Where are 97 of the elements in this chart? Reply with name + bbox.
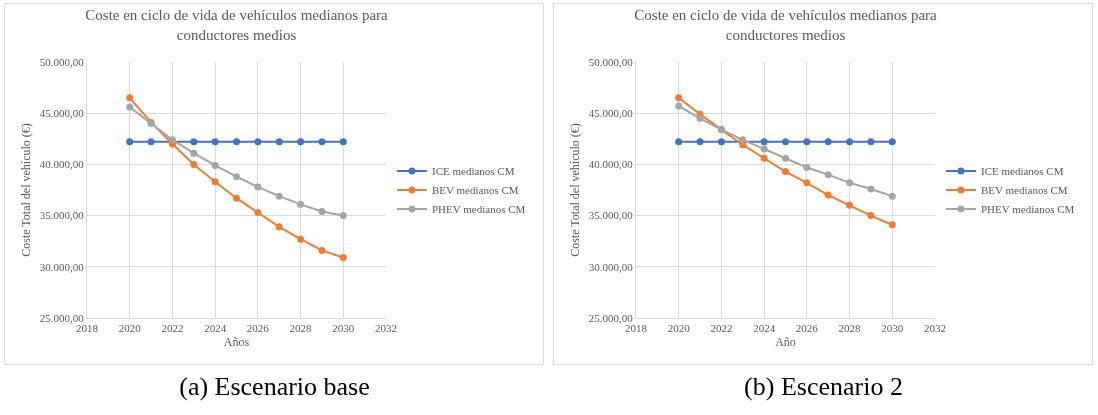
point — [275, 192, 283, 200]
point — [803, 179, 811, 187]
point — [696, 114, 704, 122]
point — [824, 171, 832, 179]
legend-label: PHEV medianos CM — [431, 203, 526, 216]
point — [297, 138, 305, 146]
point — [318, 246, 326, 254]
point — [888, 221, 896, 229]
point — [275, 138, 283, 146]
x-axis-title: Años — [223, 335, 250, 350]
legend-label: PHEV medianos CM — [980, 203, 1075, 216]
point — [318, 208, 326, 215]
point — [233, 173, 240, 181]
y-tick-label: 40.000,00 — [39, 158, 85, 171]
point — [233, 138, 240, 146]
x-tick-label: 2026 — [795, 322, 819, 335]
point — [190, 138, 198, 146]
point — [846, 201, 854, 209]
point — [190, 160, 198, 168]
x-tick-label: 2022 — [710, 322, 733, 335]
y-tick-label: 30.000,00 — [588, 260, 634, 273]
x-tick-label: 2030 — [881, 322, 904, 335]
y-tick-label: 25.000,00 — [39, 311, 85, 324]
y-tick-label: 50.000,00 — [588, 55, 634, 68]
point — [888, 138, 896, 146]
x-tick-label: 2018 — [76, 322, 99, 335]
y-tick-label: 45.000,00 — [39, 107, 85, 120]
point — [211, 178, 219, 186]
point — [782, 168, 789, 176]
point — [867, 138, 875, 146]
y-axis-title: Coste Total del vehículo (€) — [568, 123, 583, 257]
point — [339, 212, 347, 220]
point — [803, 163, 811, 171]
x-tick-label: 2020 — [667, 322, 691, 335]
point — [297, 200, 305, 208]
text: (a) Escenario base — [178, 372, 371, 402]
point — [211, 161, 219, 169]
point — [717, 138, 725, 146]
x-tick-label: 2024 — [753, 322, 776, 335]
chart-title: Coste en ciclo de vida de vehículos medianos para conductores medios — [634, 7, 938, 43]
legend-label: ICE medianos CM — [431, 165, 515, 178]
y-tick-label: 45.000,00 — [588, 107, 634, 120]
point — [126, 94, 134, 102]
chart-title: Coste en ciclo de vida de vehículos medianos para conductores medios — [85, 7, 389, 43]
point — [675, 102, 683, 110]
point — [782, 154, 789, 162]
x-tick-label: 2028 — [289, 322, 313, 335]
point — [696, 138, 704, 146]
point — [318, 138, 326, 146]
point — [867, 185, 875, 193]
point — [824, 138, 832, 146]
x-tick-label: 2026 — [246, 322, 270, 335]
y-tick-label: 50.000,00 — [39, 55, 85, 68]
point — [126, 138, 134, 146]
point — [254, 209, 262, 217]
point — [824, 191, 832, 199]
point — [233, 194, 240, 202]
y-tick-label: 25.000,00 — [588, 311, 634, 324]
point — [254, 183, 262, 191]
point — [675, 138, 683, 146]
x-tick-label: 2020 — [118, 322, 142, 335]
x-tick-label: 2024 — [204, 322, 227, 335]
legend-label: BEV medianos CM — [431, 184, 519, 197]
point — [126, 103, 134, 111]
x-tick-label: 2028 — [838, 322, 862, 335]
x-tick-label: 2032 — [924, 322, 946, 335]
legend-label: ICE medianos CM — [980, 165, 1064, 178]
point — [846, 138, 854, 146]
point — [888, 192, 896, 200]
point — [760, 138, 768, 146]
y-tick-label: 30.000,00 — [39, 260, 85, 273]
point — [339, 254, 347, 262]
x-tick-label: 2018 — [625, 322, 648, 335]
point — [254, 138, 262, 146]
point — [211, 138, 219, 146]
point — [867, 212, 875, 220]
point — [190, 149, 198, 157]
x-tick-label: 2030 — [332, 322, 355, 335]
y-axis-title: Coste Total del vehículo (€) — [19, 123, 34, 257]
point — [760, 145, 768, 153]
point — [846, 179, 854, 187]
point — [760, 154, 768, 162]
point — [339, 138, 347, 146]
x-tick-label: 2032 — [375, 322, 397, 335]
point — [782, 138, 789, 146]
y-tick-label: 35.000,00 — [588, 209, 634, 222]
x-tick-label: 2022 — [161, 322, 184, 335]
point — [297, 235, 305, 243]
y-tick-label: 35.000,00 — [39, 209, 85, 222]
point — [147, 138, 155, 146]
point — [275, 223, 283, 231]
point — [803, 138, 811, 146]
x-axis-title: Año — [775, 335, 796, 350]
text: (b) Escenario 2 — [743, 372, 904, 402]
y-tick-label: 40.000,00 — [588, 158, 634, 171]
point — [675, 94, 683, 102]
legend-label: BEV medianos CM — [980, 184, 1068, 197]
